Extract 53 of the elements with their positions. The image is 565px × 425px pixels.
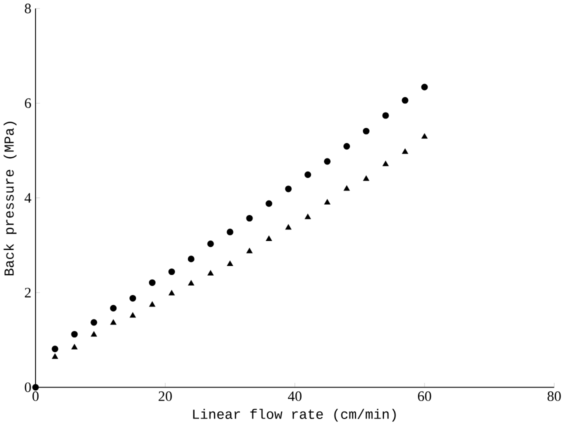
point: [72, 344, 78, 350]
point: [52, 345, 58, 352]
point: [402, 148, 408, 154]
point: [90, 318, 98, 326]
y-tick-label: 0: [24, 382, 31, 392]
point: [168, 290, 175, 296]
x-tick-label: 0: [32, 391, 39, 401]
y-tick-label: 6: [24, 98, 32, 108]
point: [90, 331, 97, 336]
point: [304, 171, 312, 178]
point: [304, 214, 311, 220]
point: [148, 279, 156, 286]
y-tick-label: 2: [24, 288, 31, 298]
point: [110, 319, 116, 325]
point: [32, 384, 39, 390]
point: [71, 330, 78, 338]
point: [421, 84, 428, 90]
point: [110, 304, 117, 312]
point: [188, 256, 194, 262]
y-tick-label: 8: [24, 4, 31, 14]
x-axis-title: Linear flow rate (cm/min): [193, 408, 396, 422]
point: [422, 133, 428, 139]
point: [382, 112, 389, 119]
point: [168, 268, 175, 275]
point: [363, 175, 370, 181]
y-tick-label: 4: [24, 193, 32, 202]
point: [246, 248, 252, 254]
point: [266, 200, 272, 207]
point: [285, 224, 292, 230]
point: [149, 301, 156, 307]
point: [382, 160, 389, 166]
x-tick-label: 40: [288, 391, 302, 401]
point: [208, 270, 214, 276]
point: [324, 158, 331, 165]
point: [344, 185, 350, 191]
point: [285, 185, 292, 192]
point: [324, 199, 330, 204]
x-tick-label: 80: [548, 391, 561, 401]
x-tick-label: 60: [418, 391, 432, 401]
point: [227, 260, 233, 266]
point: [129, 294, 136, 302]
point: [343, 142, 350, 150]
point: [207, 240, 214, 247]
point: [362, 128, 370, 134]
x-tick-label: 20: [158, 391, 172, 401]
point: [402, 96, 408, 104]
point: [52, 354, 58, 359]
point: [130, 312, 136, 318]
point: [246, 214, 253, 222]
point: [266, 236, 272, 241]
point: [188, 280, 194, 286]
point: [226, 228, 234, 236]
y-axis-title: Back pressure (MPa): [4, 122, 16, 276]
